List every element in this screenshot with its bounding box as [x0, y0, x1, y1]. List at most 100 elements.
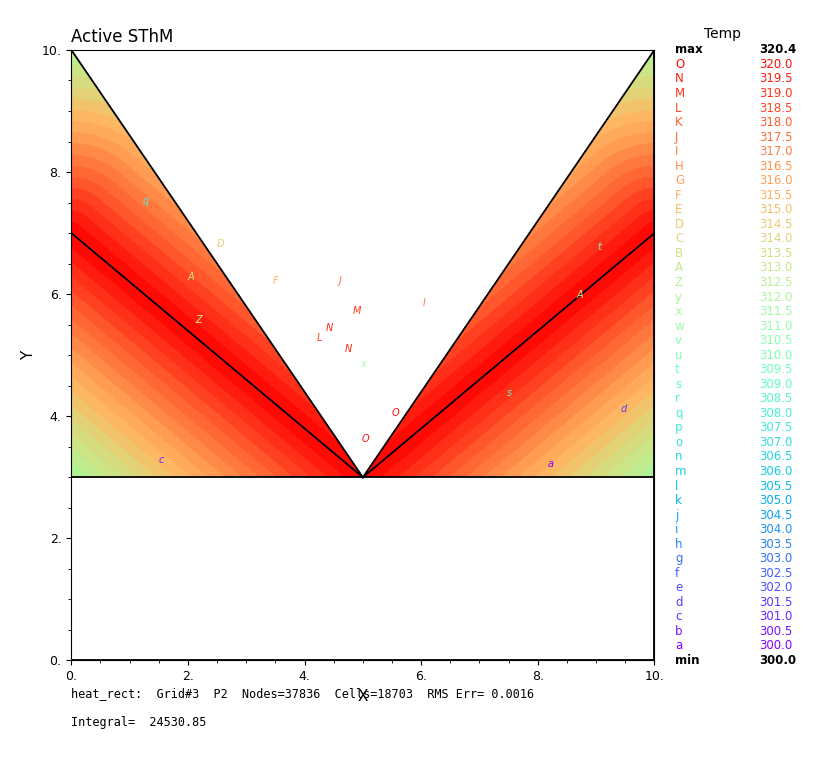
Text: s: s: [675, 378, 681, 391]
Text: x: x: [675, 305, 682, 318]
Text: L: L: [316, 333, 322, 343]
Text: w: w: [675, 319, 685, 333]
Text: 320.4: 320.4: [759, 44, 797, 56]
Text: 302.0: 302.0: [759, 581, 793, 594]
Text: N: N: [326, 323, 333, 333]
Text: 307.5: 307.5: [759, 422, 793, 435]
Text: 315.5: 315.5: [759, 189, 793, 202]
Text: h: h: [675, 538, 682, 551]
Text: N: N: [345, 344, 352, 354]
Text: c: c: [675, 611, 681, 624]
Text: 316.5: 316.5: [759, 160, 793, 173]
Text: 319.5: 319.5: [759, 72, 793, 85]
Text: 311.0: 311.0: [759, 319, 793, 333]
Text: a: a: [548, 458, 554, 469]
Text: Integral=  24530.85: Integral= 24530.85: [71, 716, 206, 729]
Text: G: G: [675, 174, 684, 187]
Text: 310.0: 310.0: [759, 349, 793, 362]
Text: k: k: [675, 494, 682, 507]
Text: K: K: [675, 116, 683, 129]
Text: n: n: [675, 451, 682, 463]
X-axis label: X: X: [357, 689, 368, 703]
Text: O: O: [391, 409, 399, 419]
Text: a: a: [675, 640, 682, 653]
Text: 315.0: 315.0: [759, 204, 793, 217]
Text: D: D: [675, 218, 684, 231]
Text: j: j: [675, 508, 679, 521]
Text: d: d: [675, 596, 682, 609]
Text: 302.5: 302.5: [759, 567, 793, 580]
Y-axis label: Y: Y: [21, 350, 36, 360]
Text: 318.0: 318.0: [759, 116, 793, 129]
Text: A: A: [188, 272, 194, 282]
Text: 320.0: 320.0: [759, 58, 793, 71]
Text: Temp: Temp: [704, 27, 742, 41]
Text: A: A: [576, 290, 583, 300]
Text: M: M: [675, 87, 685, 100]
Text: 300.0: 300.0: [759, 654, 796, 667]
Text: 303.0: 303.0: [759, 552, 793, 565]
Text: I: I: [675, 145, 679, 158]
Text: e: e: [675, 581, 682, 594]
Text: Active SThM: Active SThM: [71, 28, 174, 45]
Text: Z: Z: [195, 315, 201, 325]
Text: A: A: [675, 261, 683, 274]
Text: heat_rect:  Grid#3  P2  Nodes=37836  Cells=18703  RMS Err= 0.0016: heat_rect: Grid#3 P2 Nodes=37836 Cells=1…: [71, 687, 534, 700]
Text: F: F: [675, 189, 681, 202]
Text: 312.5: 312.5: [759, 276, 793, 289]
Text: O: O: [362, 435, 370, 445]
Text: p: p: [675, 422, 682, 435]
Text: 301.5: 301.5: [759, 596, 793, 609]
Text: 310.5: 310.5: [759, 334, 793, 347]
Text: v: v: [675, 334, 682, 347]
Text: 309.0: 309.0: [759, 378, 793, 391]
Text: r: r: [675, 392, 680, 406]
Text: o: o: [675, 436, 682, 449]
Text: c: c: [159, 455, 164, 465]
Text: x: x: [360, 359, 366, 369]
Text: 305.0: 305.0: [759, 494, 793, 507]
Text: s: s: [508, 388, 513, 398]
Text: J: J: [675, 131, 679, 144]
Text: L: L: [675, 101, 681, 114]
Text: t: t: [597, 241, 601, 252]
Text: 303.5: 303.5: [759, 538, 793, 551]
Text: D: D: [216, 239, 224, 249]
Text: H: H: [675, 160, 684, 173]
Text: 304.5: 304.5: [759, 508, 793, 521]
Text: q: q: [143, 197, 149, 207]
Text: q: q: [675, 407, 682, 420]
Text: t: t: [675, 363, 680, 376]
Text: 313.0: 313.0: [759, 261, 793, 274]
Text: i: i: [675, 523, 679, 536]
Text: N: N: [675, 72, 684, 85]
Text: d: d: [621, 404, 628, 414]
Text: E: E: [675, 204, 682, 217]
Text: 300.0: 300.0: [759, 640, 793, 653]
Text: O: O: [675, 58, 685, 71]
Text: 306.0: 306.0: [759, 465, 793, 478]
Text: max: max: [675, 44, 703, 56]
Text: f: f: [675, 567, 679, 580]
Text: 304.0: 304.0: [759, 523, 793, 536]
Text: min: min: [675, 654, 700, 667]
Text: u: u: [675, 349, 682, 362]
Text: 312.0: 312.0: [759, 290, 793, 303]
Text: I: I: [423, 298, 425, 308]
Text: 308.0: 308.0: [759, 407, 793, 420]
Text: B: B: [675, 247, 683, 260]
Text: C: C: [675, 233, 683, 246]
Text: 300.5: 300.5: [759, 625, 793, 638]
Text: J: J: [338, 276, 341, 286]
Text: 306.5: 306.5: [759, 451, 793, 463]
Text: l: l: [675, 479, 679, 492]
Text: 307.0: 307.0: [759, 436, 793, 449]
Text: b: b: [675, 625, 682, 638]
Text: 308.5: 308.5: [759, 392, 793, 406]
Text: 316.0: 316.0: [759, 174, 793, 187]
Text: 305.5: 305.5: [759, 479, 793, 492]
Text: 314.0: 314.0: [759, 233, 793, 246]
Text: 314.5: 314.5: [759, 218, 793, 231]
Text: 301.0: 301.0: [759, 611, 793, 624]
Text: 319.0: 319.0: [759, 87, 793, 100]
